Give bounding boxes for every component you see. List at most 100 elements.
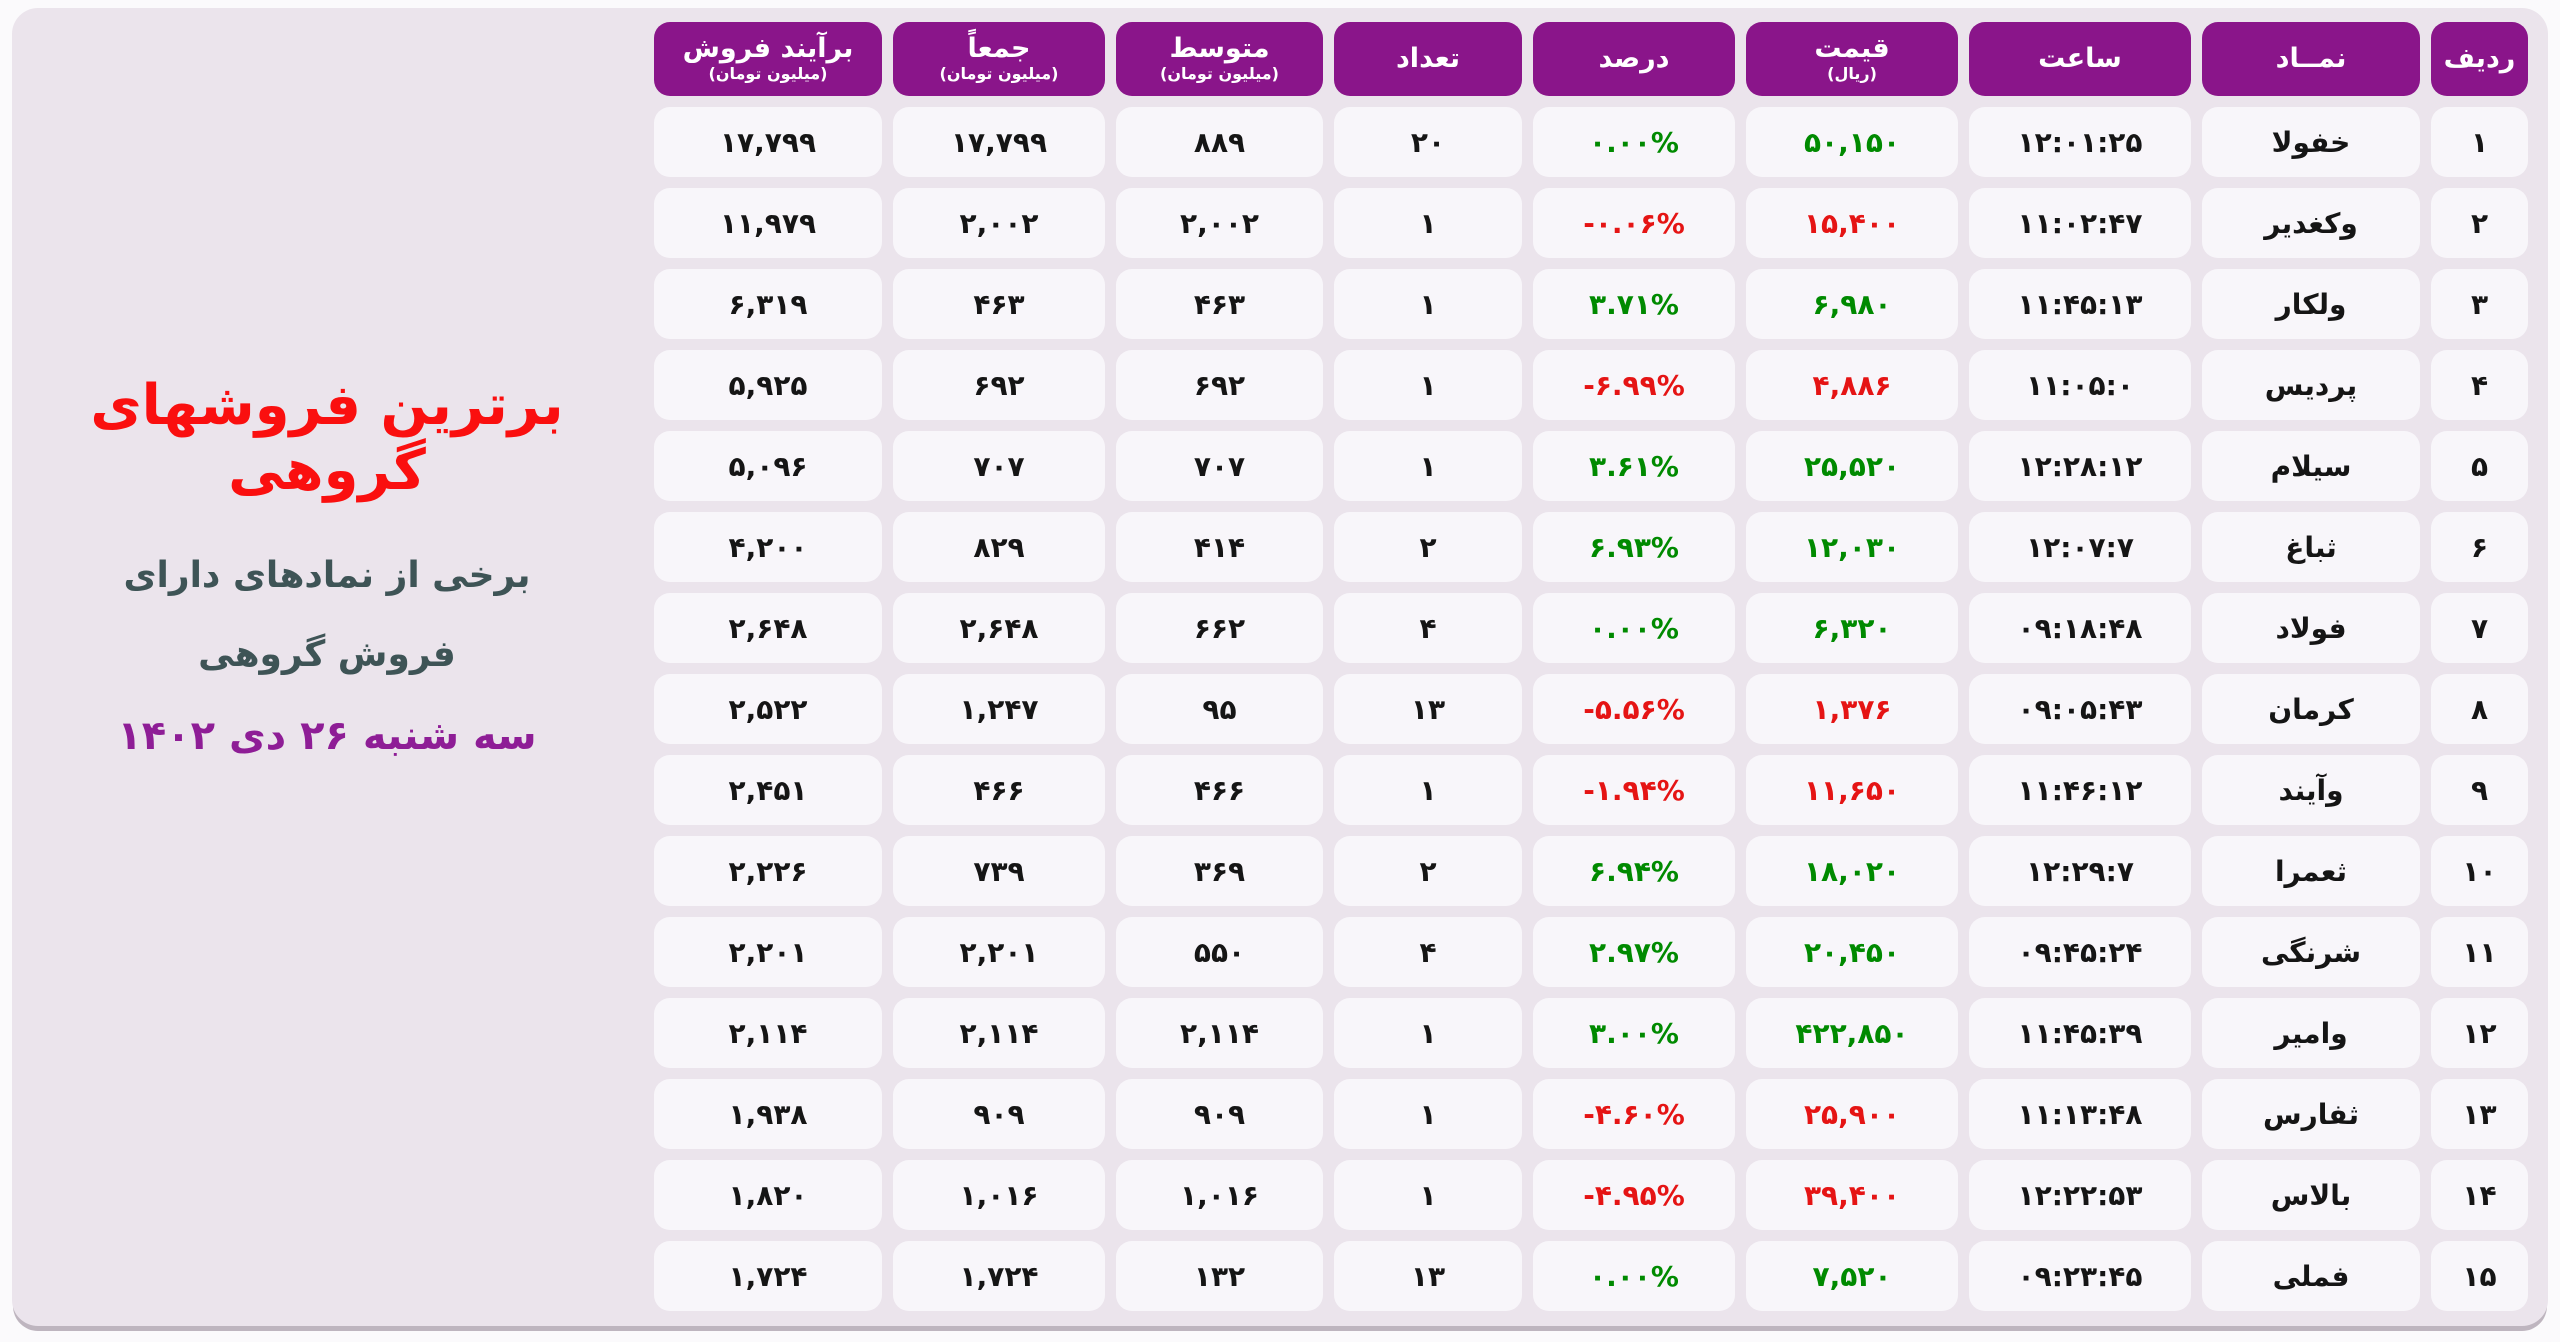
cell-tedad: ۱۳ — [1334, 1241, 1522, 1311]
cell-namad: فملی — [2202, 1241, 2420, 1311]
column-header-saat: ساعت — [1969, 22, 2191, 96]
cell-jaman: ۲,۰۰۲ — [893, 188, 1105, 258]
cell-saat: ۱۲:۰۱:۲۵ — [1969, 107, 2191, 177]
cell-namad: فولاد — [2202, 593, 2420, 663]
cell-namad: شرنگی — [2202, 917, 2420, 987]
cell-baraiand: ۱,۷۲۴ — [654, 1241, 882, 1311]
column-label: تعداد — [1395, 42, 1461, 74]
cell-darsad: ۳.۷۱% — [1533, 269, 1735, 339]
cell-gheymat: ۳۹,۴۰۰ — [1746, 1160, 1958, 1230]
cell-gheymat: ۲۰,۴۵۰ — [1746, 917, 1958, 987]
column-sublabel: (میلیون تومان) — [1160, 63, 1279, 83]
cell-gheymat: ۶,۹۸۰ — [1746, 269, 1958, 339]
cell-namad: وکغدیر — [2202, 188, 2420, 258]
cell-darsad: ۰.۰۰% — [1533, 107, 1735, 177]
title-block: برترین فروشهای گروهی برخی از نمادهای دار… — [12, 8, 642, 759]
cell-tedad: ۱ — [1334, 998, 1522, 1068]
cell-baraiand: ۵,۹۲۵ — [654, 350, 882, 420]
cell-namad: ثفارس — [2202, 1079, 2420, 1149]
cell-saat: ۰۹:۰۵:۴۳ — [1969, 674, 2191, 744]
cell-gheymat: ۴۲۲,۸۵۰ — [1746, 998, 1958, 1068]
cell-darsad: ۳.۶۱% — [1533, 431, 1735, 501]
cell-tedad: ۴ — [1334, 917, 1522, 987]
cell-baraiand: ۴,۲۰۰ — [654, 512, 882, 582]
cell-motavaset: ۴۶۶ — [1116, 755, 1323, 825]
cell-tedad: ۱ — [1334, 755, 1522, 825]
column-sublabel: (میلیون تومان) — [708, 63, 828, 83]
cell-gheymat: ۶,۳۲۰ — [1746, 593, 1958, 663]
cell-darsad: -۴.۶۰% — [1533, 1079, 1735, 1149]
cell-gheymat: ۱۵,۴۰۰ — [1746, 188, 1958, 258]
cell-motavaset: ۴۱۴ — [1116, 512, 1323, 582]
cell-saat: ۱۱:۰۲:۴۷ — [1969, 188, 2191, 258]
column-label: متوسط — [1169, 33, 1270, 65]
cell-baraiand: ۲,۵۲۲ — [654, 674, 882, 744]
cell-jaman: ۹۰۹ — [893, 1079, 1105, 1149]
cell-baraiand: ۲,۴۵۱ — [654, 755, 882, 825]
cell-baraiand: ۶,۳۱۹ — [654, 269, 882, 339]
cell-jaman: ۸۲۹ — [893, 512, 1105, 582]
cell-jaman: ۴۶۶ — [893, 755, 1105, 825]
cell-gheymat: ۱۲,۰۳۰ — [1746, 512, 1958, 582]
cell-saat: ۱۲:۲۹:۷ — [1969, 836, 2191, 906]
cell-namad: پردیس — [2202, 350, 2420, 420]
cell-saat: ۰۹:۴۵:۲۴ — [1969, 917, 2191, 987]
cell-baraiand: ۲,۱۱۴ — [654, 998, 882, 1068]
cell-jaman: ۴۶۳ — [893, 269, 1105, 339]
cell-saat: ۰۹:۱۸:۴۸ — [1969, 593, 2191, 663]
cell-saat: ۱۱:۴۵:۳۹ — [1969, 998, 2191, 1068]
cell-radif: ۱۱ — [2431, 917, 2528, 987]
cell-radif: ۷ — [2431, 593, 2528, 663]
cell-darsad: ۶.۹۴% — [1533, 836, 1735, 906]
cell-radif: ۱۵ — [2431, 1241, 2528, 1311]
cell-gheymat: ۴,۸۸۶ — [1746, 350, 1958, 420]
column-header-baraiand: برآیند فروش (میلیون تومان) — [654, 22, 882, 96]
cell-namad: ولکار — [2202, 269, 2420, 339]
cell-saat: ۱۱:۴۵:۱۳ — [1969, 269, 2191, 339]
cell-motavaset: ۹۵ — [1116, 674, 1323, 744]
cell-radif: ۱۲ — [2431, 998, 2528, 1068]
cell-tedad: ۴ — [1334, 593, 1522, 663]
cell-baraiand: ۲,۲۰۱ — [654, 917, 882, 987]
cell-tedad: ۱ — [1334, 1079, 1522, 1149]
cell-tedad: ۱ — [1334, 188, 1522, 258]
cell-jaman: ۲,۶۴۸ — [893, 593, 1105, 663]
cell-saat: ۱۱:۰۵:۰ — [1969, 350, 2191, 420]
cell-radif: ۱۳ — [2431, 1079, 2528, 1149]
date-label: سه شنبه ۲۶ دی ۱۴۰۲ — [117, 713, 537, 759]
cell-gheymat: ۵۰,۱۵۰ — [1746, 107, 1958, 177]
cell-namad: وامیر — [2202, 998, 2420, 1068]
cell-radif: ۳ — [2431, 269, 2528, 339]
cell-gheymat: ۱,۳۷۶ — [1746, 674, 1958, 744]
cell-motavaset: ۶۹۲ — [1116, 350, 1323, 420]
cell-saat: ۱۲:۲۸:۱۲ — [1969, 431, 2191, 501]
cell-jaman: ۱,۲۴۷ — [893, 674, 1105, 744]
column-label: جمعاً — [967, 33, 1031, 65]
cell-radif: ۸ — [2431, 674, 2528, 744]
cell-jaman: ۲,۲۰۱ — [893, 917, 1105, 987]
column-sublabel: (ریال) — [1827, 63, 1877, 83]
column-label: قیمت — [1814, 33, 1890, 65]
subtitle-line-2: فروش گروهی — [198, 634, 456, 675]
column-label: درصد — [1598, 42, 1670, 74]
cell-jaman: ۲,۱۱۴ — [893, 998, 1105, 1068]
cell-namad: خفولا — [2202, 107, 2420, 177]
cell-gheymat: ۷,۵۲۰ — [1746, 1241, 1958, 1311]
cell-namad: سیلام — [2202, 431, 2420, 501]
cell-jaman: ۷۳۹ — [893, 836, 1105, 906]
cell-baraiand: ۲,۶۴۸ — [654, 593, 882, 663]
cell-darsad: -۶.۹۹% — [1533, 350, 1735, 420]
cell-jaman: ۷۰۷ — [893, 431, 1105, 501]
cell-motavaset: ۵۵۰ — [1116, 917, 1323, 987]
cell-darsad: ۲.۹۷% — [1533, 917, 1735, 987]
cell-radif: ۱۰ — [2431, 836, 2528, 906]
cell-motavaset: ۸۸۹ — [1116, 107, 1323, 177]
cell-namad: ثعمرا — [2202, 836, 2420, 906]
column-label: نمــاد — [2275, 42, 2347, 74]
cell-motavaset: ۳۶۹ — [1116, 836, 1323, 906]
cell-motavaset: ۲,۱۱۴ — [1116, 998, 1323, 1068]
cell-tedad: ۱ — [1334, 350, 1522, 420]
cell-namad: ثباغ — [2202, 512, 2420, 582]
cell-darsad: -۰.۰۶% — [1533, 188, 1735, 258]
cell-jaman: ۱,۰۱۶ — [893, 1160, 1105, 1230]
